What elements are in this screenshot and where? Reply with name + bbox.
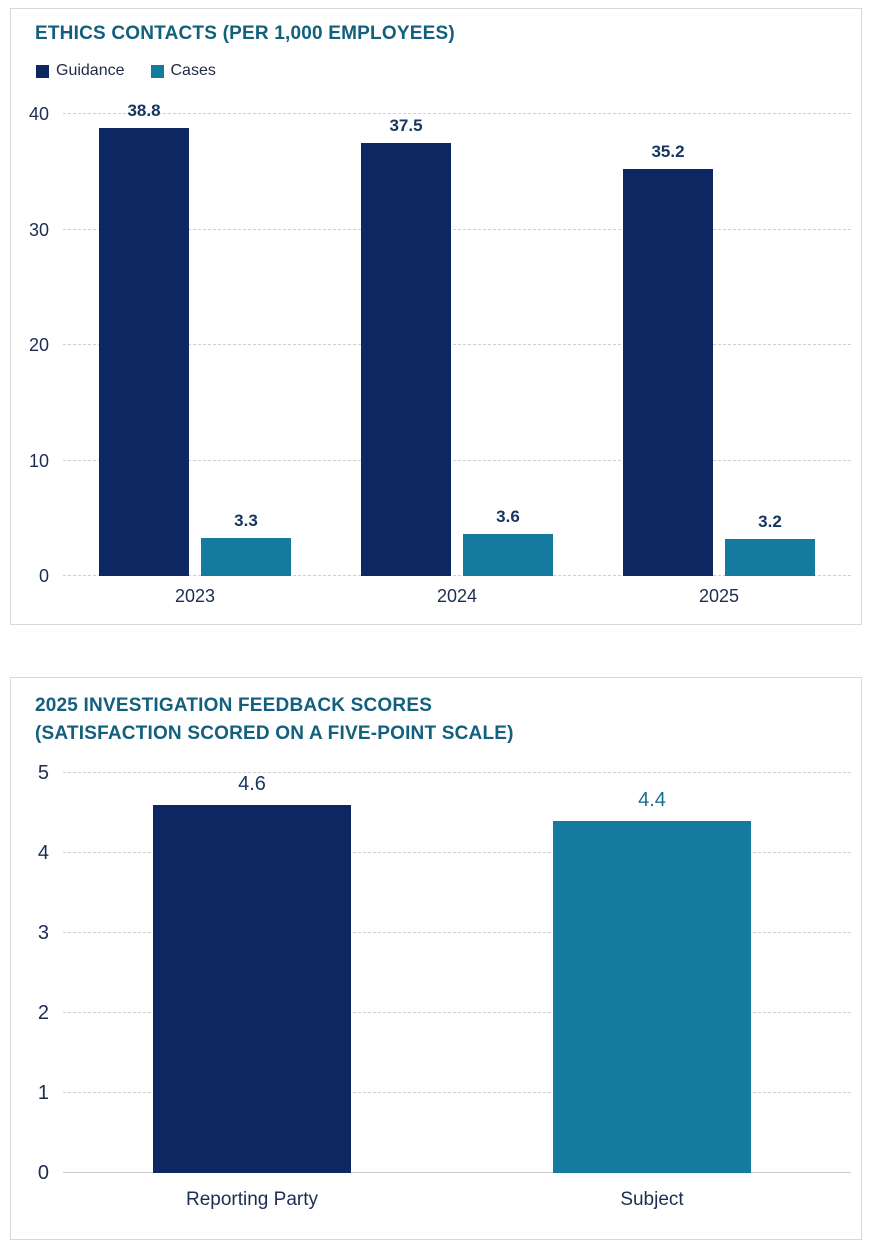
- cases-2023-bar: 3.3: [201, 511, 291, 576]
- bar-groups: 38.8 3.3 2023 37.5 3.6 2024 35.2 3.2 2025: [63, 101, 851, 606]
- satisfaction-subject-bar: 4.4: [553, 789, 751, 1173]
- y-tick-label: 0: [37, 1162, 49, 1184]
- guidance-2025-bar: 35.2: [623, 142, 713, 576]
- y-tick-label: 30: [28, 219, 49, 240]
- gridline: [63, 852, 851, 853]
- feedback-scores-panel: 2025 INVESTIGATION FEEDBACK SCORES (SATI…: [10, 677, 862, 1240]
- x-category-label: Reporting Party: [185, 1189, 319, 1210]
- legend-label: Guidance: [56, 62, 125, 79]
- bar-value-label: 38.8: [127, 100, 161, 120]
- y-tick-label: 1: [37, 1082, 49, 1104]
- y-tick-label: 2: [37, 1002, 49, 1024]
- bar-value-label: 4.6: [238, 773, 266, 795]
- y-tick-label: 0: [38, 566, 49, 586]
- bar-groups: 4.6 Reporting Party 4.4 Subject: [63, 773, 851, 1210]
- gridline: [63, 1012, 851, 1013]
- gridline: [63, 344, 851, 345]
- bar-group-2024: 37.5 3.6 2024: [361, 114, 553, 606]
- bar-group-2023: 38.8 3.3 2023: [99, 101, 291, 606]
- guidance-2024-bar: 37.5: [361, 116, 451, 576]
- y-tick-label: 5: [37, 762, 49, 784]
- bar-value-label: 4.4: [638, 789, 666, 811]
- gridline: [63, 113, 851, 114]
- bar-group-2025: 35.2 3.2 2025: [623, 114, 815, 606]
- feedback-scores-chart: 0 1 2 3 4 5 4.6 Reporting Party 4.4 Subject: [38, 763, 851, 1210]
- gridline: [63, 1172, 851, 1173]
- x-category-label: 2024: [436, 586, 478, 606]
- legend-item-guidance: Guidance: [36, 62, 125, 80]
- ethics-contacts-panel: ETHICS CONTACTS (PER 1,000 EMPLOYEES) Gu…: [10, 8, 862, 625]
- y-tick-label: 40: [28, 104, 49, 124]
- bar-value-label: 3.6: [496, 507, 520, 527]
- legend-label: Cases: [170, 62, 216, 79]
- bar-group-subject: 4.4 Subject: [553, 773, 751, 1210]
- gridline: [63, 932, 851, 933]
- x-category-label: 2023: [174, 586, 216, 606]
- cases-2025-bar: 3.2: [725, 512, 815, 576]
- guidance-swatch-icon: [36, 64, 49, 78]
- gridline: [63, 575, 851, 576]
- cases-swatch-icon: [150, 64, 164, 78]
- feedback-scores-title-line-1: 2025 INVESTIGATION FEEDBACK SCORES: [35, 695, 433, 716]
- satisfaction-reporting-party-bar: 4.6: [153, 773, 351, 1173]
- y-tick-label: 20: [28, 335, 49, 355]
- cases-2024-bar: 3.6: [463, 507, 553, 576]
- ethics-contacts-chart: 0 10 20 30 40 38.8 3.3 2023 37.5 3.6 2024 35.2 3.2 20…: [29, 101, 851, 606]
- y-tick-label: 3: [37, 922, 49, 944]
- legend-item-cases: Cases: [150, 62, 216, 80]
- feedback-scores-title-line-2: (SATISFACTION SCORED ON A FIVE-POINT SCA…: [35, 723, 514, 744]
- gridline: [63, 772, 851, 773]
- x-category-label: Subject: [620, 1189, 684, 1210]
- ethics-contacts-title: ETHICS CONTACTS (PER 1,000 EMPLOYEES): [35, 23, 455, 44]
- gridline: [63, 228, 851, 230]
- gridline: [63, 1092, 851, 1093]
- gridline: [63, 459, 851, 461]
- bar-value-label: 37.5: [389, 115, 423, 135]
- guidance-2023-bar: 38.8: [99, 101, 189, 576]
- bar-value-label: 3.2: [758, 512, 782, 532]
- feedback-scores-title: 2025 INVESTIGATION FEEDBACK SCORES (SATI…: [35, 692, 861, 748]
- x-category-label: 2025: [698, 586, 740, 606]
- y-tick-label: 10: [28, 450, 49, 471]
- bar-value-label: 35.2: [651, 142, 685, 162]
- y-tick-label: 4: [37, 842, 49, 864]
- bar-group-reporting-party: 4.6 Reporting Party: [153, 773, 351, 1210]
- ethics-contacts-legend: Guidance Cases: [36, 62, 216, 80]
- bar-value-label: 3.3: [234, 510, 258, 530]
